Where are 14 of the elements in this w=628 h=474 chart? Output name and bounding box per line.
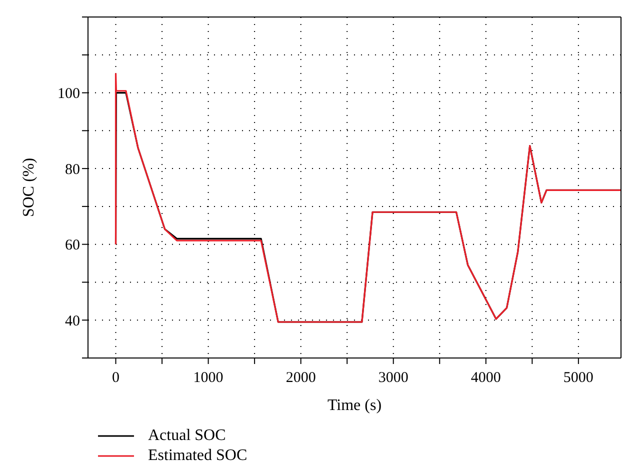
y-tick-label: 40 xyxy=(65,313,80,330)
y-axis-title: SOC (%) xyxy=(20,158,38,218)
x-tick-label: 3000 xyxy=(378,370,408,386)
x-axis-title: Time (s) xyxy=(327,397,382,414)
x-tick-label: 0 xyxy=(112,370,120,386)
x-tick-label: 4000 xyxy=(470,370,501,386)
x-tick-label: 1000 xyxy=(193,370,224,386)
x-tick-label: 5000 xyxy=(563,370,594,386)
y-tick-label: 80 xyxy=(65,162,80,178)
legend-label: Actual SOC xyxy=(148,427,226,445)
y-tick-label: 60 xyxy=(65,238,80,254)
y-tick-label: 100 xyxy=(58,86,80,102)
x-tick-label: 2000 xyxy=(286,370,316,386)
legend-label: Estimated SOC xyxy=(148,447,248,465)
